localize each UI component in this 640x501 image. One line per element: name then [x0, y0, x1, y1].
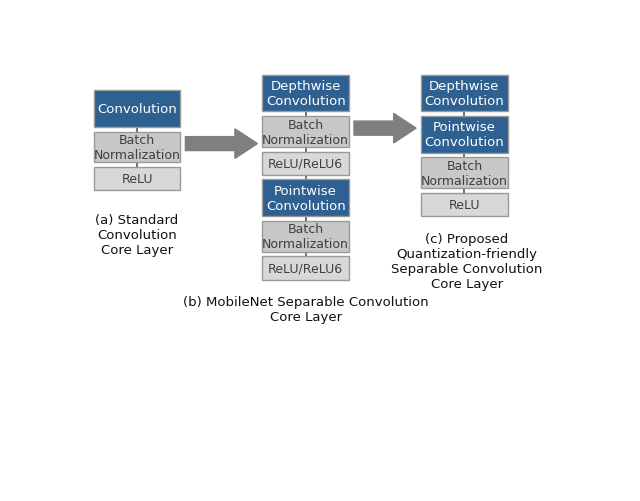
Polygon shape	[354, 114, 416, 144]
FancyBboxPatch shape	[262, 76, 349, 112]
Text: (a) Standard
Convolution
Core Layer: (a) Standard Convolution Core Layer	[95, 214, 179, 257]
Text: Batch
Normalization: Batch Normalization	[262, 223, 349, 251]
Text: Batch
Normalization: Batch Normalization	[93, 134, 180, 162]
Text: (c) Proposed
Quantization-friendly
Separable Convolution
Core Layer: (c) Proposed Quantization-friendly Separ…	[391, 232, 543, 290]
Text: (b) MobileNet Separable Convolution
Core Layer: (b) MobileNet Separable Convolution Core…	[183, 296, 429, 323]
FancyBboxPatch shape	[93, 168, 180, 191]
Text: ReLU: ReLU	[449, 199, 480, 211]
FancyBboxPatch shape	[421, 76, 508, 112]
FancyBboxPatch shape	[93, 91, 180, 128]
Text: Pointwise
Convolution: Pointwise Convolution	[266, 184, 346, 212]
Text: Batch
Normalization: Batch Normalization	[262, 118, 349, 146]
FancyBboxPatch shape	[421, 117, 508, 153]
FancyBboxPatch shape	[262, 180, 349, 217]
FancyBboxPatch shape	[93, 132, 180, 163]
FancyBboxPatch shape	[421, 158, 508, 189]
Polygon shape	[186, 130, 257, 159]
Text: ReLU: ReLU	[122, 173, 153, 186]
FancyBboxPatch shape	[262, 221, 349, 252]
Text: ReLU/ReLU6: ReLU/ReLU6	[268, 262, 343, 275]
Text: ReLU/ReLU6: ReLU/ReLU6	[268, 157, 343, 170]
Text: Convolution: Convolution	[97, 103, 177, 116]
Text: Depthwise
Convolution: Depthwise Convolution	[266, 80, 346, 108]
FancyBboxPatch shape	[421, 193, 508, 217]
FancyBboxPatch shape	[262, 257, 349, 280]
Text: Pointwise
Convolution: Pointwise Convolution	[424, 121, 504, 149]
FancyBboxPatch shape	[262, 117, 349, 148]
FancyBboxPatch shape	[262, 152, 349, 175]
Text: Batch
Normalization: Batch Normalization	[421, 159, 508, 187]
Text: Depthwise
Convolution: Depthwise Convolution	[424, 80, 504, 108]
